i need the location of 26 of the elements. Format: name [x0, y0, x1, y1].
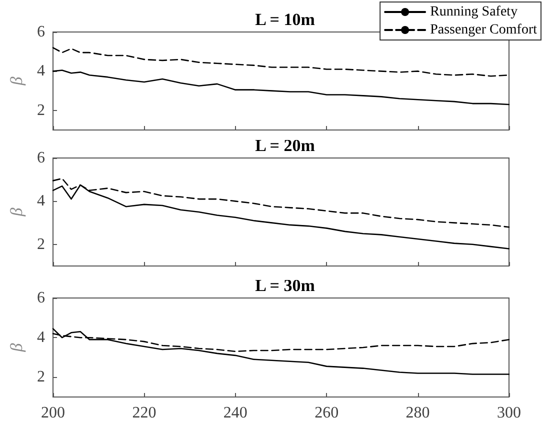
y-axis-title: β — [7, 207, 26, 218]
line-series — [52, 47, 510, 77]
y-tick-label: 2 — [37, 236, 45, 253]
x-tick-label: 200 — [41, 404, 65, 422]
x-tick-label: 280 — [406, 404, 430, 422]
chart-title: L = 10m — [255, 10, 315, 29]
y-tick-label: 4 — [37, 62, 45, 80]
chart-title: L = 20m — [255, 136, 315, 155]
legend-label: Passenger Comfort — [430, 22, 538, 38]
y-tick-label: 2 — [37, 102, 45, 119]
chart-title: L = 30m — [255, 276, 315, 295]
line-series — [52, 70, 510, 106]
y-axis-title: β — [7, 76, 26, 86]
x-tick-label: 220 — [132, 404, 156, 422]
y-tick-label: 6 — [37, 150, 45, 166]
y-tick-label: 2 — [37, 368, 45, 386]
x-tick-label: 260 — [314, 404, 339, 422]
y-tick-label: 6 — [37, 290, 45, 306]
y-axis-title: β — [7, 342, 26, 353]
legend-label: Running Safety — [430, 4, 518, 20]
y-tick-label: 4 — [37, 192, 45, 210]
x-tick-label: 300 — [497, 404, 521, 422]
y-tick-label: 4 — [37, 329, 45, 346]
x-tick-label: 240 — [223, 404, 248, 422]
y-tick-label: 6 — [37, 24, 45, 40]
line-series — [52, 328, 510, 375]
